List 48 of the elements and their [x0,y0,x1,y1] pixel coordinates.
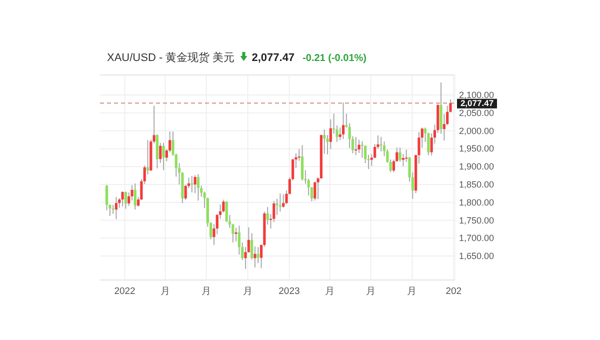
ref-label: 2,077.47 [457,98,497,108]
y-tick-label: 1,900.00 [459,162,494,172]
y-tick-label: 2,050.00 [459,108,494,118]
y-tick-label: 1,700.00 [459,233,494,244]
candlestick [278,192,282,212]
candlestick [190,175,194,193]
x-tick-label: 月 [366,286,376,297]
candlestick [282,194,285,208]
candlestick [405,149,408,162]
chart-title: XAU/USD - 黄金现货 美元 [107,51,235,64]
x-tick-label: 月 [407,286,418,297]
candlestick [254,246,256,268]
y-tick-label: 2,000.00 [459,126,494,136]
candlestick [134,182,136,210]
y-tick-label: 1,800.00 [459,197,494,208]
x-tick-label: 202 [446,286,462,297]
y-tick-label: 1,650.00 [459,251,494,262]
candlestick [266,206,269,226]
x-tick-label: 月 [160,286,170,297]
candlestick [194,174,196,194]
candlestick [323,128,326,154]
candlestick [146,140,150,175]
x-tick-label: 2022 [114,286,136,297]
y-tick-label: 1,950.00 [459,144,494,154]
candlestick [380,136,382,152]
y-tick-label: 1,750.00 [459,215,494,226]
candlestick [124,191,127,210]
candlestick [358,139,360,154]
y-tick-label: 1,850.00 [459,179,494,190]
y-tick-label: 2,100.00 [459,90,494,100]
text: 2,077.47 [252,52,295,64]
x-tick-label: 月 [242,286,253,297]
x-tick-label: 月 [201,286,212,297]
candlestick [256,246,260,264]
candlestick [342,102,345,140]
candlestick [398,147,402,162]
candlestick [300,144,304,182]
x-tick-label: 月 [324,286,335,297]
candlestick [234,227,238,242]
x-tick-label: 2023 [278,286,300,297]
candlestick [121,190,124,207]
candlestick [196,174,200,202]
text: -0.21 (-0.01%) [302,53,366,64]
candlestick [314,181,316,202]
candlestick [162,142,165,171]
candlestick [114,196,118,220]
candlestick [354,136,358,156]
candlestick [402,154,404,167]
